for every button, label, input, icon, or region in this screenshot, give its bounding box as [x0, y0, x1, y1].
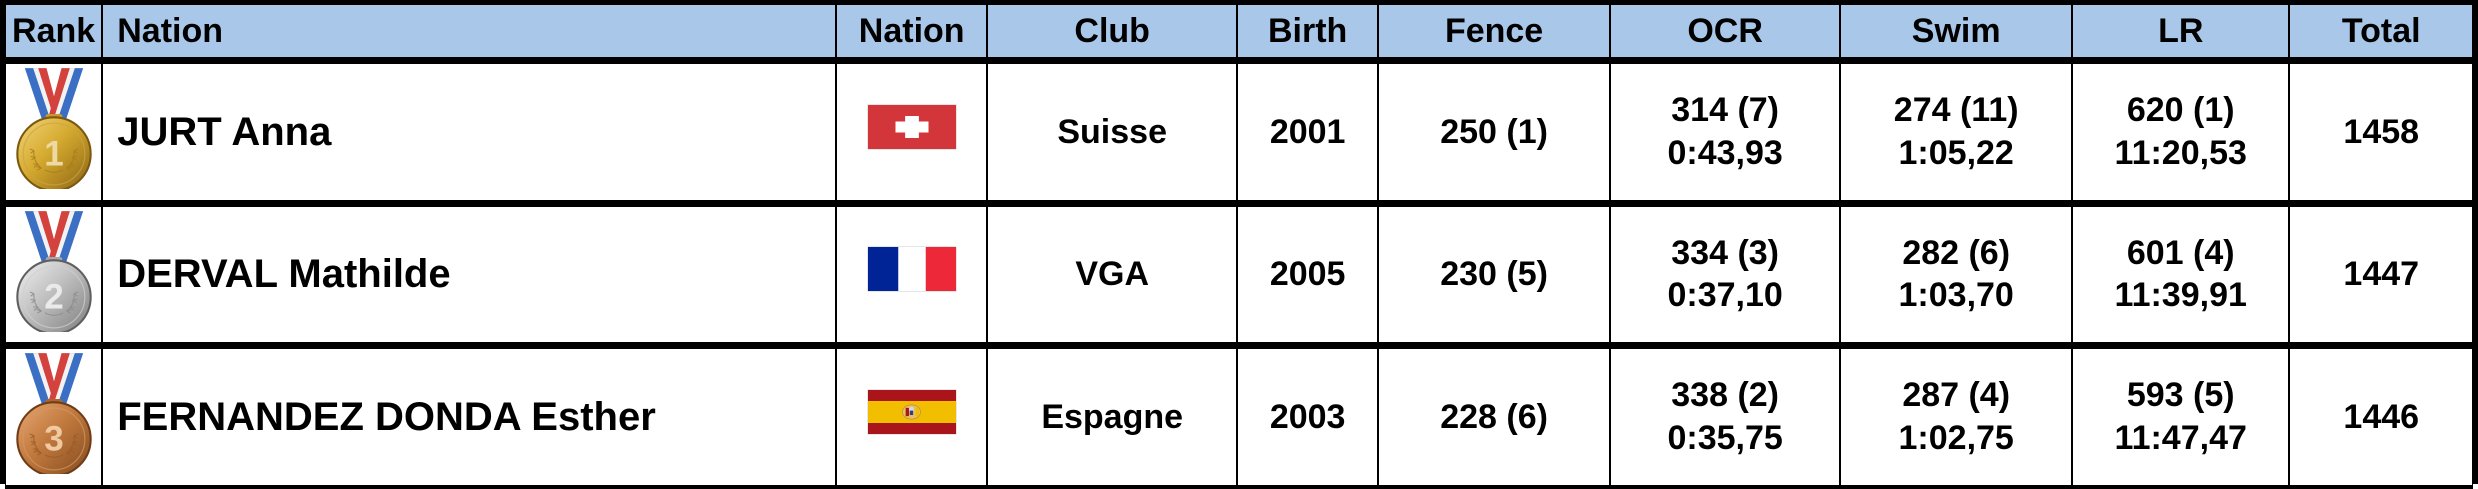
- svg-text:3: 3: [44, 420, 63, 459]
- svg-text:1: 1: [44, 135, 63, 174]
- svg-text:2: 2: [44, 277, 63, 316]
